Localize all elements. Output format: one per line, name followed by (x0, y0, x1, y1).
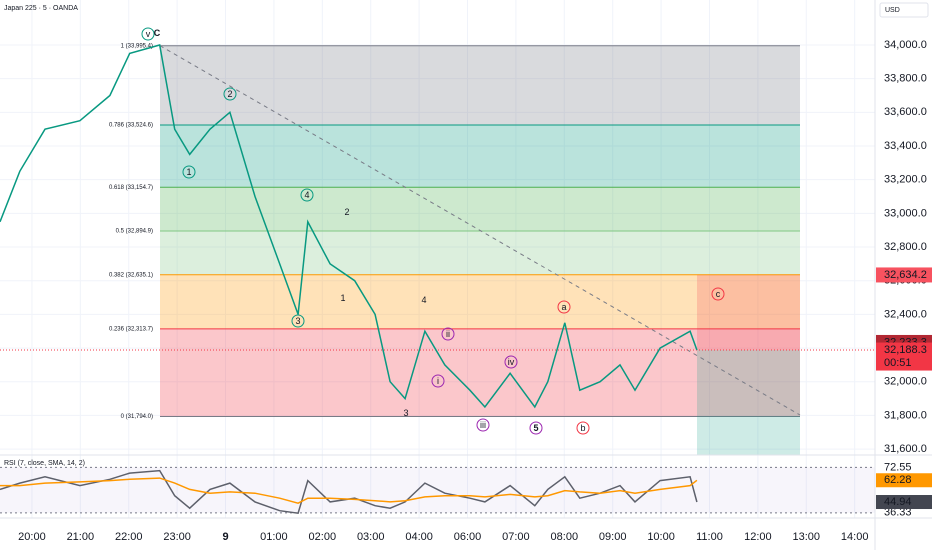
wave-label: b (580, 423, 585, 433)
x-tick-label: 13:00 (793, 531, 821, 543)
series-line (0, 44, 698, 409)
wave-circle (476, 418, 490, 432)
wave-circle (141, 27, 155, 41)
fib-label: 0.5 (32,894.9) (116, 229, 153, 235)
x-tick-label: 10:00 (647, 531, 675, 543)
rsi-tag (876, 473, 932, 488)
y-tick-label: 33,600.0 (884, 106, 927, 118)
x-tick-label: 23:00 (163, 531, 191, 543)
wave-label: iii (480, 420, 486, 430)
symbol: Japan 225 · 5 · OANDA (4, 5, 78, 12)
wave-circle (223, 87, 237, 101)
x-tick-label: 04:00 (405, 531, 433, 543)
y-tick-label: 34,000.0 (884, 39, 927, 51)
y-tick-label: 33,000.0 (884, 207, 927, 219)
x-tick-label: 08:00 (551, 531, 579, 543)
price-tag-label: 32,634.2 (884, 269, 927, 281)
fib-zone (160, 187, 800, 232)
x-tick-label: 20:00 (18, 531, 46, 543)
y-tick-label: 33,200.0 (884, 174, 927, 186)
wave-label: c (716, 289, 721, 299)
wave-label: 1 (186, 167, 191, 177)
wave-label: ii (446, 329, 450, 339)
wave-label: 2 (227, 89, 232, 99)
rsi-tick-label: 72.55 (884, 461, 912, 473)
wave-circle (182, 165, 196, 179)
x-tick-label: 02:00 (309, 531, 337, 543)
wave-label: i (437, 376, 439, 386)
wave-label: 2 (344, 207, 349, 217)
series-line (0, 477, 698, 505)
wave-label: 3 (403, 408, 408, 418)
x-tick-label: 14:00 (841, 531, 869, 543)
fib-label: 0.382 (32,635.1) (109, 272, 153, 278)
x-tick-label: 12:00 (744, 531, 772, 543)
fib-label: 0.236 (32,313.7) (109, 327, 153, 333)
wave-label: 4 (421, 295, 426, 305)
wave-label: a (561, 302, 566, 312)
y-tick-label: 33,400.0 (884, 140, 927, 152)
currency-box[interactable] (879, 2, 929, 18)
y-tick-label: 32,400.0 (884, 308, 927, 320)
fib-zone (160, 231, 800, 275)
x-tick-label: 09:00 (599, 531, 627, 543)
rsi-tag (876, 495, 932, 510)
plot-area: 1 (33,995.4) 0.786 (33,524.6) 0.618 (33,15… (0, 0, 875, 518)
x-tick-label: 21:00 (67, 531, 95, 543)
x-tick-label: 06:00 (454, 531, 482, 543)
series-line (0, 469, 698, 515)
wave-label: 3 (295, 316, 300, 326)
fib-zone (160, 45, 800, 126)
y-tick-label: 32,000.0 (884, 376, 927, 388)
wave-circle (441, 327, 455, 341)
trend-dashed (159, 45, 801, 416)
target-zone (697, 274, 800, 351)
wave-label: v (146, 29, 151, 39)
x-tick-label: 22:00 (115, 531, 143, 543)
wave-circle (576, 421, 590, 435)
price-tag (876, 267, 932, 283)
fib-label: 0.618 (33,154.7) (109, 185, 153, 191)
fib-label: 0 (31,794.0) (121, 414, 153, 420)
wave-circle (529, 421, 543, 435)
x-tick-label: 07:00 (502, 531, 530, 543)
wave-label: iv (508, 357, 515, 367)
wave-label: 1 (340, 293, 345, 303)
currency[interactable]: USD (885, 7, 900, 14)
price-tag (876, 342, 932, 371)
wave-label: 5 (533, 423, 538, 433)
y-tick-label: 31,600.0 (884, 443, 927, 455)
wave-circle (504, 355, 518, 369)
stop-zone (697, 350, 800, 455)
y-tick-label: 33,800.0 (884, 73, 927, 85)
fib-zone (160, 274, 800, 329)
wave-label: C (154, 28, 161, 38)
wave-circle (711, 287, 725, 301)
fib-zone (160, 125, 800, 188)
wave-circle (557, 300, 571, 314)
rsi-tag-label: 44.94 (884, 496, 912, 508)
wave-circle (431, 374, 445, 388)
rsi-tag-label: 62.28 (884, 474, 912, 486)
fib-label: 1 (33,995.4) (121, 43, 153, 49)
wave-label: 4 (304, 190, 309, 200)
countdown: 00:51 (884, 357, 912, 369)
rsi-title: RSI (7, close, SMA, 14, 2) (4, 460, 85, 467)
wave-circle (291, 314, 305, 328)
wave-circle (300, 188, 314, 202)
x-tick-label: 01:00 (260, 531, 288, 543)
y-tick-label: 32,800.0 (884, 241, 927, 253)
y-tick-label: 31,800.0 (884, 409, 927, 421)
x-tick-label: 11:00 (696, 531, 723, 543)
x-tick-label: 9 (222, 531, 228, 543)
price-tag-label: 32,188.3 (884, 344, 927, 356)
fib-label: 0.786 (33,524.6) (109, 123, 153, 129)
rsi-tick-label: 36.33 (884, 507, 912, 519)
x-tick-label: 03:00 (357, 531, 385, 543)
